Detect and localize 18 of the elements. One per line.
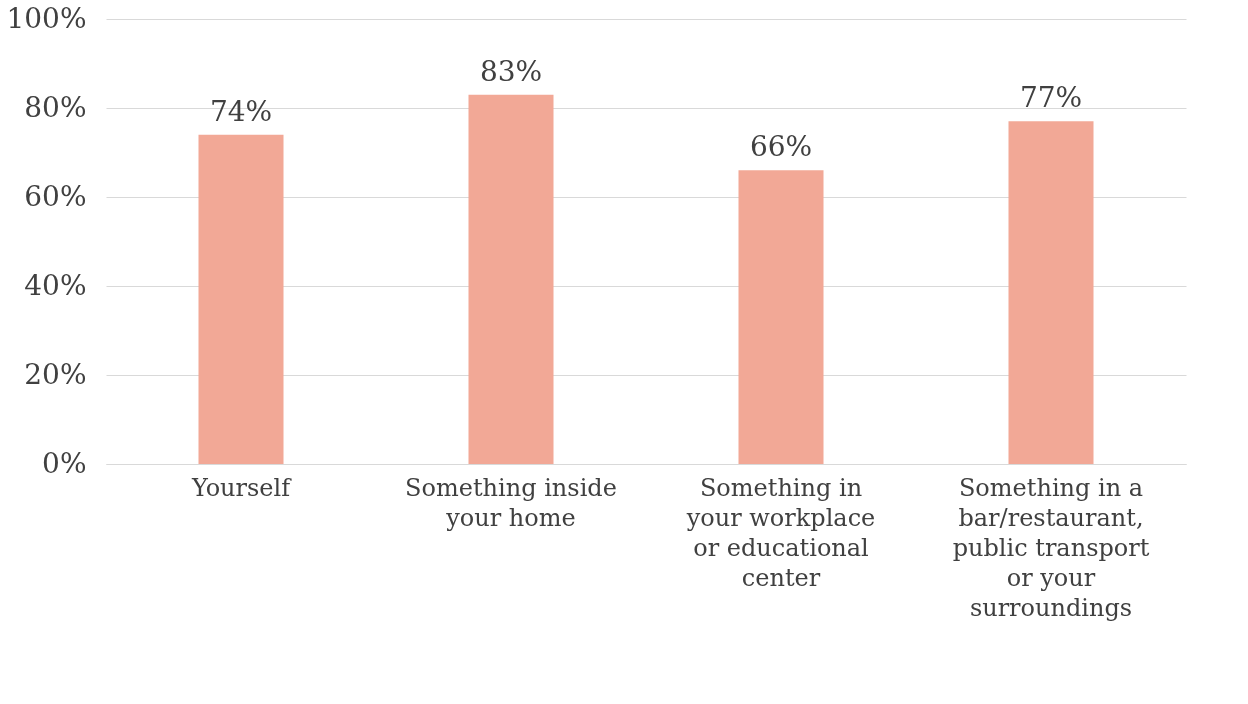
y-tick-label: 20% xyxy=(24,357,87,391)
x-tick-label: Something in a bar/restaurant, public transport or your surroundings xyxy=(952,473,1150,622)
y-tick-label: 40% xyxy=(24,268,87,302)
x-tick-label: Something in your workplace or educational center xyxy=(685,473,876,592)
y-tick-label: 100% xyxy=(6,1,87,35)
x-tick-label: Yourself xyxy=(190,473,293,502)
x-tick-label: Something inside your home xyxy=(405,473,617,532)
bar xyxy=(198,134,284,464)
data-label: 74% xyxy=(209,94,273,128)
y-tick-label: 0% xyxy=(42,446,87,480)
bar xyxy=(1008,121,1094,464)
y-tick-label: 80% xyxy=(24,90,87,124)
y-tick-label: 60% xyxy=(24,179,87,213)
data-label: 66% xyxy=(749,130,813,164)
bar xyxy=(738,170,824,464)
data-label: 77% xyxy=(1019,81,1083,115)
bar xyxy=(468,94,554,464)
data-label: 83% xyxy=(479,54,543,88)
